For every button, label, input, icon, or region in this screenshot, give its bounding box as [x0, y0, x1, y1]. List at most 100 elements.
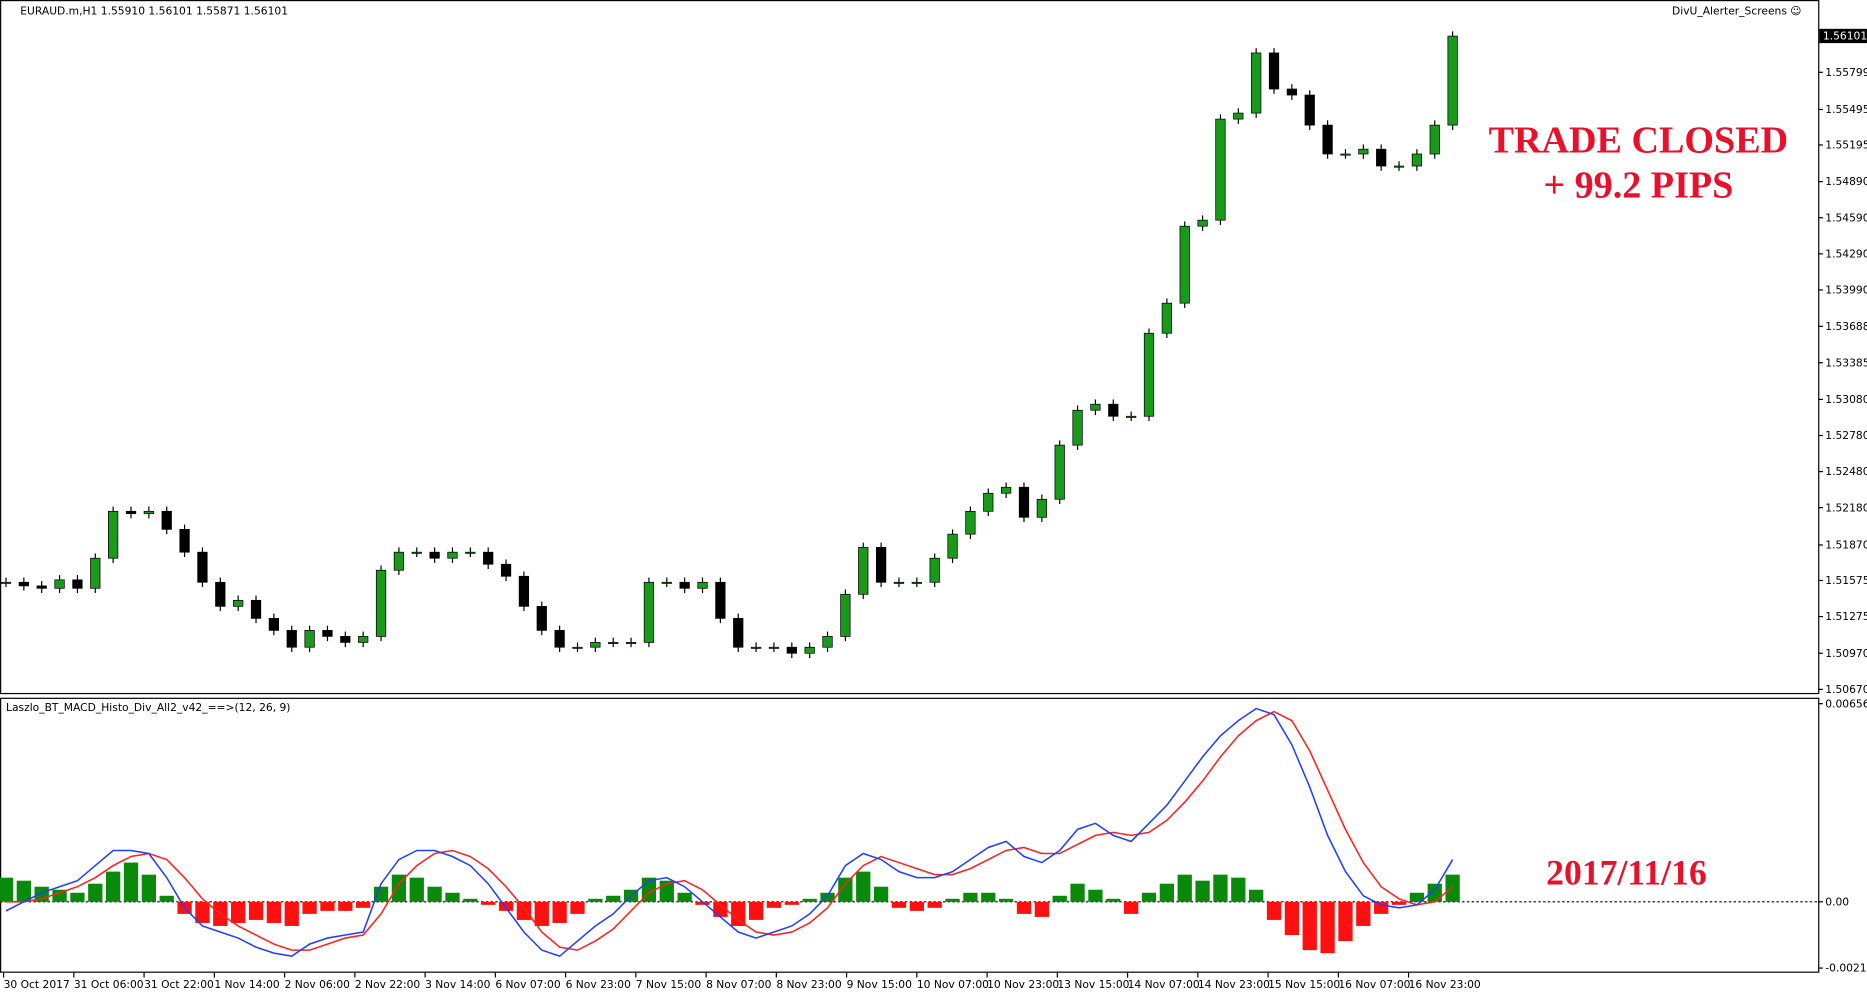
candle-body — [1447, 35, 1458, 126]
x-tick-label: 2 Nov 06:00 — [285, 978, 351, 991]
histogram-bar — [838, 877, 853, 902]
histogram-bar — [373, 886, 389, 902]
candle-body — [608, 642, 619, 644]
histogram-bar — [534, 901, 549, 926]
histogram-bar — [141, 874, 157, 902]
candle-body — [536, 605, 547, 631]
histogram-bar — [409, 877, 424, 902]
candle-body — [1072, 409, 1083, 446]
candle-body — [1233, 112, 1244, 120]
histogram-bar — [588, 898, 603, 902]
x-tick-label: 31 Oct 22:00 — [144, 978, 214, 991]
x-tick-label: 30 Oct 2017 — [4, 978, 70, 991]
y-tick-label: 1.51575 — [1825, 574, 1867, 587]
candle-body — [965, 510, 976, 535]
histogram-bar — [248, 901, 264, 920]
trade-closed-note: TRADE CLOSED — [1489, 119, 1789, 161]
signal-line — [5, 710, 1454, 951]
candle-body — [947, 533, 958, 559]
y-tick-label: 1.54590 — [1825, 211, 1867, 224]
candle-body — [215, 581, 226, 607]
histogram-bar — [963, 892, 978, 902]
pips-note: + 99.2 PIPS — [1543, 165, 1733, 207]
candle-body — [1268, 52, 1280, 90]
candle-body — [1054, 444, 1065, 500]
y-tick-label: 1.54890 — [1825, 175, 1867, 188]
candle-body — [804, 646, 815, 654]
y-tick-label: 0.006562 — [1825, 697, 1867, 710]
histogram-bar — [516, 901, 532, 920]
y-tick-label: 1.51275 — [1825, 610, 1867, 623]
histogram-bar — [677, 892, 692, 902]
x-tick-label: 16 Nov 07:00 — [1338, 978, 1410, 991]
y-tick-label: 1.54290 — [1825, 247, 1867, 260]
x-tick-label: 14 Nov 07:00 — [1128, 978, 1200, 991]
candle-body — [250, 599, 262, 619]
candle-body — [1286, 88, 1298, 96]
histogram-bar — [88, 883, 103, 902]
candle-body — [268, 618, 280, 631]
candle-body — [322, 630, 333, 637]
indicator-panel — [0, 697, 1820, 973]
histogram-bar — [1356, 901, 1371, 926]
histogram-bar — [1177, 874, 1192, 902]
histogram-bar — [159, 895, 174, 902]
histogram-bar — [766, 901, 782, 908]
y-tick-label: 1.52180 — [1825, 501, 1867, 514]
histogram-bar — [1266, 901, 1282, 920]
candle-body — [1161, 302, 1172, 334]
histogram-bar — [570, 901, 585, 914]
histogram-bar — [802, 898, 817, 902]
candle-body — [1393, 165, 1405, 168]
candle-body — [572, 646, 583, 649]
candle-body — [500, 563, 512, 577]
x-tick-label: 6 Nov 23:00 — [566, 978, 632, 991]
histogram-bar — [302, 901, 317, 914]
histogram-bar — [463, 898, 478, 902]
candle-body — [893, 581, 905, 584]
candle-body — [483, 551, 494, 565]
candle-body — [768, 646, 780, 649]
candle-body — [304, 630, 315, 648]
histogram-bar — [1052, 895, 1067, 902]
x-tick-label: 6 Nov 07:00 — [495, 978, 561, 991]
candle-body — [1322, 124, 1333, 155]
candle-body — [858, 547, 869, 595]
histogram-bar — [552, 901, 567, 923]
histogram-bar — [1088, 889, 1103, 902]
histogram-bar — [0, 877, 14, 902]
histogram-bar — [909, 901, 924, 911]
histogram-bar — [606, 895, 621, 902]
histogram-bar — [123, 862, 139, 902]
x-tick-label: 8 Nov 23:00 — [776, 978, 842, 991]
y-tick-label: 1.52780 — [1825, 429, 1867, 442]
candle-body — [697, 581, 708, 589]
histogram-bar — [16, 880, 31, 902]
histogram-bar — [1409, 892, 1425, 902]
histogram-bar — [1427, 883, 1442, 902]
x-tick-label: 14 Nov 23:00 — [1198, 978, 1270, 991]
candle-body — [465, 551, 476, 554]
candle-body — [108, 510, 119, 559]
current-price-label: 1.56101 — [1823, 30, 1867, 43]
histogram-bar — [1213, 874, 1228, 902]
histogram-bar — [1124, 901, 1139, 914]
candle-body — [54, 579, 65, 589]
histogram-bar — [1231, 877, 1246, 902]
candle-body — [1179, 225, 1190, 304]
histogram-bar — [1338, 901, 1353, 942]
histogram-bar — [284, 901, 299, 926]
histogram-bar — [1374, 901, 1389, 914]
candle-body — [625, 642, 637, 644]
histogram-bar — [1284, 901, 1300, 936]
candle-body — [125, 510, 137, 515]
histogram-bar — [1106, 898, 1121, 902]
candle-body — [1429, 124, 1440, 155]
histogram-bar — [891, 901, 907, 908]
histogram-bar — [338, 901, 353, 911]
candle-body — [1036, 498, 1047, 518]
x-tick-label: 31 Oct 06:00 — [74, 978, 144, 991]
histogram-bar — [873, 886, 889, 902]
candle-body — [715, 581, 726, 619]
